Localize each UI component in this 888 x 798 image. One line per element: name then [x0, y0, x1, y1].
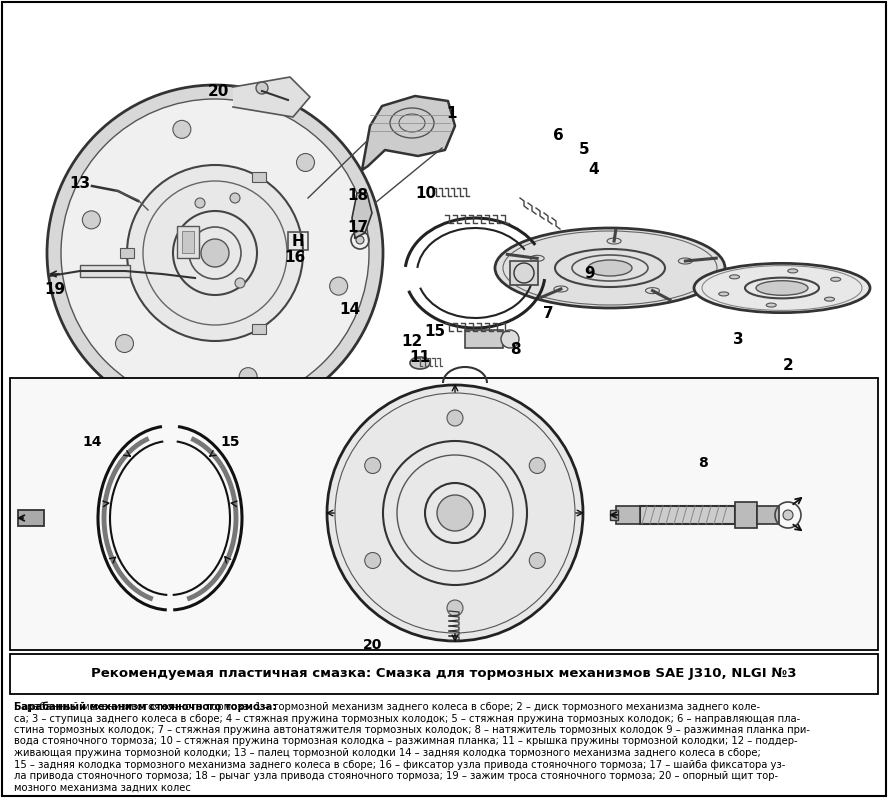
- Bar: [510, 261, 538, 285]
- Text: 2: 2: [782, 358, 793, 373]
- Circle shape: [356, 236, 364, 244]
- Text: 1: 1: [447, 105, 457, 120]
- Ellipse shape: [410, 357, 430, 369]
- Bar: [640, 506, 735, 524]
- Circle shape: [529, 457, 545, 473]
- Ellipse shape: [694, 263, 870, 313]
- Bar: [288, 232, 308, 250]
- Polygon shape: [233, 77, 310, 117]
- Ellipse shape: [530, 255, 544, 261]
- Text: 6: 6: [552, 128, 563, 144]
- Text: 12: 12: [401, 334, 423, 350]
- Circle shape: [173, 120, 191, 138]
- Text: 17: 17: [347, 220, 369, 235]
- Polygon shape: [362, 96, 455, 170]
- Ellipse shape: [554, 286, 568, 292]
- Ellipse shape: [718, 292, 729, 296]
- Ellipse shape: [495, 228, 725, 308]
- Ellipse shape: [607, 238, 621, 244]
- Circle shape: [437, 495, 473, 531]
- Ellipse shape: [788, 269, 797, 273]
- Bar: [177, 226, 199, 258]
- Ellipse shape: [730, 275, 740, 279]
- Circle shape: [256, 82, 268, 94]
- Bar: [465, 330, 503, 348]
- Text: живающая пружина тормозной колодки; 13 – палец тормозной колодки 14 – задняя кол: живающая пружина тормозной колодки; 13 –…: [14, 748, 761, 758]
- Ellipse shape: [830, 278, 841, 282]
- Bar: [735, 502, 757, 528]
- Text: 10: 10: [416, 185, 437, 200]
- Ellipse shape: [783, 510, 793, 520]
- Text: 11: 11: [409, 350, 431, 365]
- Circle shape: [239, 368, 258, 385]
- Ellipse shape: [766, 303, 776, 307]
- Bar: [120, 248, 134, 258]
- Bar: [252, 172, 266, 182]
- Circle shape: [365, 552, 381, 568]
- Circle shape: [201, 239, 229, 267]
- Circle shape: [195, 198, 205, 208]
- Bar: [10, 378, 878, 650]
- Text: ла привода стояночного тормоза; 18 – рычаг узла привода стояночного тормоза; 19 : ла привода стояночного тормоза; 18 – рыч…: [14, 771, 778, 781]
- Bar: [18, 510, 44, 526]
- Text: 4: 4: [589, 163, 599, 177]
- Circle shape: [230, 193, 240, 203]
- Text: 15: 15: [424, 323, 446, 338]
- Bar: [757, 506, 779, 524]
- Text: 9: 9: [584, 266, 595, 281]
- Text: 14: 14: [83, 435, 102, 449]
- Text: 16: 16: [284, 250, 305, 264]
- Text: 18: 18: [347, 188, 369, 203]
- Bar: [80, 265, 130, 277]
- Circle shape: [115, 334, 133, 353]
- Circle shape: [297, 153, 314, 172]
- Text: 15: 15: [220, 435, 240, 449]
- Text: са; 3 – ступица заднего колеса в сборе; 4 – стяжная пружина тормозных колодок; 5: са; 3 – ступица заднего колеса в сборе; …: [14, 713, 800, 724]
- Circle shape: [83, 211, 100, 229]
- Text: мозного механизма задних колес: мозного механизма задних колес: [14, 783, 191, 792]
- Circle shape: [365, 457, 381, 473]
- Ellipse shape: [756, 281, 808, 295]
- Bar: [616, 506, 640, 524]
- Ellipse shape: [824, 297, 835, 301]
- Polygon shape: [352, 193, 372, 238]
- Ellipse shape: [678, 258, 693, 264]
- Circle shape: [235, 278, 245, 288]
- Circle shape: [47, 85, 383, 421]
- Text: вода стояночного тормоза; 10 – стяжная пружина тормозная колодка – разжимная пла: вода стояночного тормоза; 10 – стяжная п…: [14, 737, 797, 746]
- Text: H: H: [291, 234, 305, 248]
- Circle shape: [329, 277, 347, 295]
- Text: Барабанный механизм стояночного тормоза: 1 – тормозной механизм заднего колеса в: Барабанный механизм стояночного тормоза:…: [14, 702, 760, 712]
- Circle shape: [447, 410, 463, 426]
- Bar: [610, 510, 618, 520]
- Text: 7: 7: [543, 306, 553, 321]
- Text: 20: 20: [363, 638, 383, 652]
- Text: 5: 5: [579, 143, 590, 157]
- Circle shape: [529, 552, 545, 568]
- Text: 14: 14: [339, 302, 361, 318]
- Text: Рекомендуемая пластичная смазка: Смазка для тормозных механизмов SAE J310, NLGI : Рекомендуемая пластичная смазка: Смазка …: [91, 667, 797, 681]
- Circle shape: [447, 600, 463, 616]
- Text: 15 – задняя колодка тормозного механизма заднего колеса в сборе; 16 – фиксатор у: 15 – задняя колодка тормозного механизма…: [14, 760, 785, 769]
- Text: 13: 13: [69, 176, 91, 191]
- Circle shape: [127, 165, 303, 341]
- Circle shape: [327, 385, 583, 641]
- Text: 8: 8: [510, 342, 520, 358]
- Ellipse shape: [646, 287, 660, 294]
- Circle shape: [501, 330, 519, 348]
- Ellipse shape: [588, 260, 632, 276]
- Text: 3: 3: [733, 333, 743, 347]
- Text: 8: 8: [698, 456, 708, 470]
- Text: стина тормозных колодок; 7 – стяжная пружина автонатяжителя тормозных колодок; 8: стина тормозных колодок; 7 – стяжная пру…: [14, 725, 810, 735]
- Text: 20: 20: [207, 85, 229, 100]
- Circle shape: [61, 99, 369, 407]
- Text: 19: 19: [44, 282, 66, 298]
- Bar: [252, 324, 266, 334]
- Bar: [182, 231, 194, 253]
- Text: Барабанный механизм стояночного тормоза:: Барабанный механизм стояночного тормоза:: [14, 702, 276, 713]
- Bar: [10, 654, 878, 694]
